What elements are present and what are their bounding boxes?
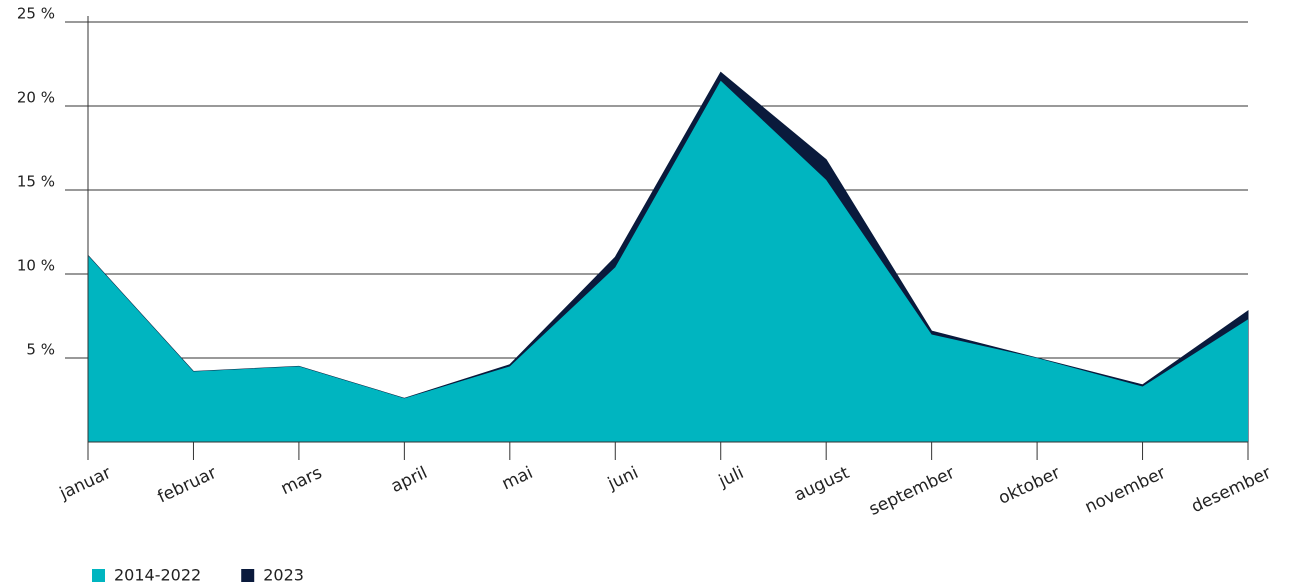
y-tick-label: 5 %: [26, 341, 55, 359]
x-tick-label: januar: [56, 463, 114, 504]
x-tick-group: juni: [604, 463, 641, 495]
y-tick-label: 20 %: [17, 89, 55, 107]
legend-swatch: [92, 569, 105, 582]
x-tick-group: januar: [56, 463, 114, 504]
x-tick-label: oktober: [995, 463, 1063, 509]
x-tick-group: april: [388, 463, 431, 497]
x-tick-label: september: [866, 463, 958, 520]
x-tick-group: oktober: [995, 463, 1063, 509]
x-tick-group: november: [1082, 463, 1169, 518]
legend-swatch: [241, 569, 255, 582]
x-tick-label: juli: [715, 463, 747, 492]
x-tick-group: juli: [715, 463, 747, 492]
legend-label: 2014-2022: [114, 566, 201, 585]
x-tick-label: mars: [278, 463, 325, 499]
y-tick-label: 15 %: [17, 173, 55, 191]
x-tick-group: mars: [278, 463, 325, 499]
y-tick-label: 10 %: [17, 257, 55, 275]
x-tick-group: desember: [1188, 463, 1274, 517]
x-tick-group: august: [791, 463, 853, 506]
y-tick-label: 25 %: [17, 5, 55, 23]
x-tick-label: mai: [499, 463, 536, 495]
x-tick-group: september: [866, 463, 958, 520]
x-tick-group: mai: [499, 463, 536, 495]
x-tick-label: november: [1082, 463, 1169, 518]
x-tick-label: august: [791, 463, 853, 506]
x-tick-label: desember: [1188, 463, 1274, 517]
x-tick-label: april: [388, 463, 431, 497]
legend-label: 2023: [263, 566, 304, 585]
area: [88, 80, 1248, 443]
x-tick-label: februar: [155, 463, 220, 508]
x-tick-group: februar: [155, 463, 220, 508]
x-tick-label: juni: [604, 463, 641, 495]
